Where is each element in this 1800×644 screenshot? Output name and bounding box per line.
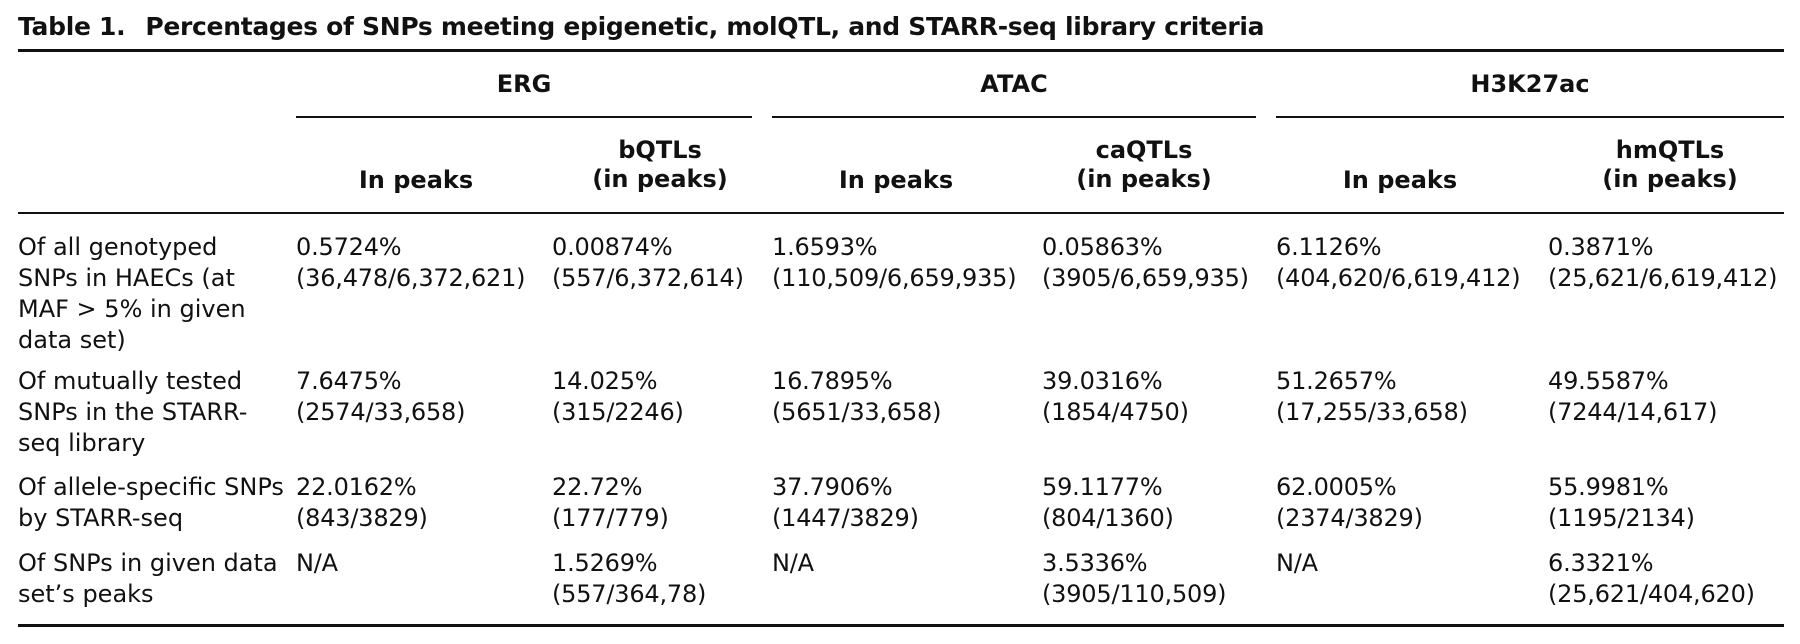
table-cell: 6.3321% (25,621/404,620) — [1548, 549, 1755, 608]
table-cell: 0.3871% (25,621/6,619,412) — [1548, 233, 1778, 292]
row-label-allele-specific: Of allele-specific SNPs by STARR-seq — [18, 473, 284, 532]
table-cell: 62.0005% (2374/3829) — [1276, 473, 1423, 532]
table-cell: 7.6475% (2574/33,658) — [296, 367, 466, 426]
group-rule-h3k27ac — [1276, 116, 1784, 118]
table-cell: N/A — [1276, 549, 1318, 577]
subheader-bqtls: bQTLs (in peaks) — [592, 136, 728, 193]
table-cell: N/A — [296, 549, 338, 577]
subheader-caqtls: caQTLs (in peaks) — [1076, 136, 1212, 193]
group-header-h3k27ac: H3K27ac — [1470, 70, 1590, 98]
table-cell: 14.025% (315/2246) — [552, 367, 684, 426]
table-cell: 49.5587% (7244/14,617) — [1548, 367, 1718, 426]
table-cell: 1.5269% (557/364,78) — [552, 549, 707, 608]
row-label-snps-in-peaks: Of SNPs in given data set’s peaks — [18, 549, 278, 608]
table-cell: 3.5336% (3905/110,509) — [1042, 549, 1227, 608]
group-header-atac: ATAC — [980, 70, 1048, 98]
group-rule-erg — [296, 116, 752, 118]
table-cell: 16.7895% (5651/33,658) — [772, 367, 942, 426]
table-cell: 51.2657% (17,255/33,658) — [1276, 367, 1468, 426]
bottom-rule — [18, 624, 1784, 627]
table-number: Table 1. — [18, 12, 126, 41]
table-cell: 0.5724% (36,478/6,372,621) — [296, 233, 526, 292]
top-rule — [18, 49, 1784, 52]
table-cell: 1.6593% (110,509/6,659,935) — [772, 233, 1017, 292]
subheader-hmqtls: hmQTLs (in peaks) — [1602, 136, 1738, 193]
subheader-h3k27ac-in-peaks: In peaks — [1342, 166, 1458, 194]
row-label-mutually-tested: Of mutually tested SNPs in the STARR-seq … — [18, 367, 248, 457]
table-cell: 59.1177% (804/1360) — [1042, 473, 1174, 532]
table-cell: 37.7906% (1447/3829) — [772, 473, 919, 532]
table-cell: 0.00874% (557/6,372,614) — [552, 233, 744, 292]
group-rule-atac — [772, 116, 1256, 118]
table-cell: N/A — [772, 549, 814, 577]
subheader-atac-in-peaks: In peaks — [838, 166, 954, 194]
table-cell: 39.0316% (1854/4750) — [1042, 367, 1189, 426]
row-label-all-genotyped: Of all genotyped SNPs in HAECs (at MAF > 5… — [18, 233, 246, 354]
group-header-erg: ERG — [496, 70, 552, 98]
header-rule — [18, 212, 1784, 214]
table-cell: 22.0162% (843/3829) — [296, 473, 428, 532]
table-cell: 22.72% (177/779) — [552, 473, 669, 532]
table-cell: 55.9981% (1195/2134) — [1548, 473, 1695, 532]
table-title: Percentages of SNPs meeting epigenetic, … — [145, 12, 1265, 41]
subheader-erg-in-peaks: In peaks — [358, 166, 474, 194]
table-caption: Table 1. Percentages of SNPs meeting epig… — [18, 12, 1265, 41]
table-cell: 0.05863% (3905/6,659,935) — [1042, 233, 1249, 292]
table-cell: 6.1126% (404,620/6,619,412) — [1276, 233, 1521, 292]
